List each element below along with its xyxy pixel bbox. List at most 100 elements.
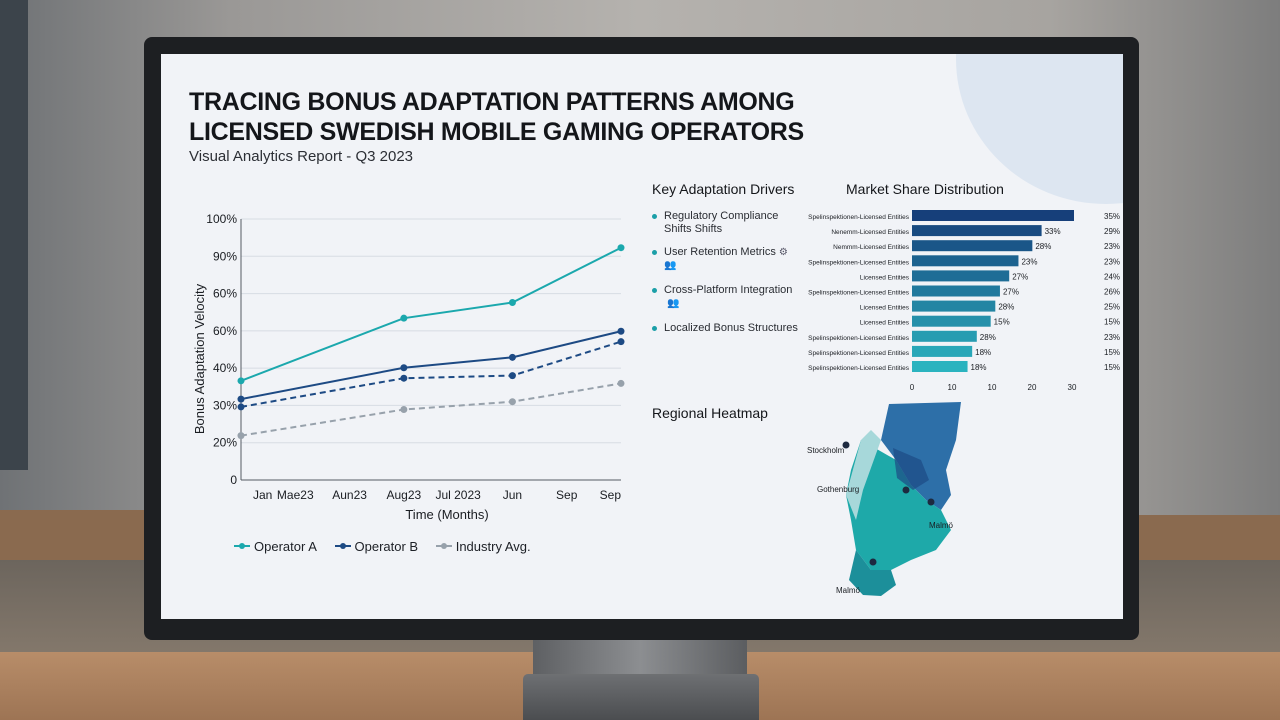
y-tick-label: 0 (230, 473, 237, 487)
bar-value-label: 33% (1045, 227, 1061, 236)
bar-category-label: Spelinspektionen-Licensed Entities (808, 350, 910, 357)
legend-swatch-operator-a (234, 543, 250, 549)
x-tick-label: Sep (556, 488, 578, 502)
y-tick-label: 40% (213, 361, 237, 375)
legend-label-industry-avg: Industry Avg. (455, 538, 531, 554)
driver-item: Localized Bonus Structures (652, 322, 802, 335)
bar (912, 225, 1042, 237)
bar (912, 330, 977, 342)
bar-x-tick-label: 10 (988, 383, 997, 392)
bar-share-label: 26% (1104, 288, 1120, 297)
driver-label: Cross-Platform Integration (664, 284, 793, 296)
bar-value-label: 23% (1021, 257, 1037, 266)
heatmap-title: Regional Heatmap (652, 405, 768, 421)
map-city-label: Stockholm (807, 446, 845, 455)
bar (912, 300, 996, 312)
bar (912, 285, 1000, 297)
series-point (400, 314, 408, 322)
map-land-west (846, 430, 881, 520)
series-point (617, 244, 625, 252)
map-city-label: Gothenburg (817, 485, 859, 494)
legend-item-operator-b: Operator B (334, 538, 419, 554)
x-tick-label: Mae23 (277, 488, 314, 502)
drivers-list: Regulatory Compliance Shifts Shifts User… (652, 210, 802, 335)
driver-item: Regulatory Compliance Shifts Shifts (652, 210, 802, 236)
bar-category-label: Spelinspektionen-Licensed Entities (808, 259, 910, 266)
bar (912, 210, 1074, 221)
bar-category-label: Spelinspektionen-Licensed Entities (808, 365, 910, 372)
series-point (617, 379, 625, 387)
background-window (0, 0, 28, 470)
bar-category-label: Nemmm-Licensed Entities (833, 244, 910, 251)
y-tick-label: 60% (213, 324, 237, 338)
map-pin-icon (842, 441, 850, 449)
bar-category-label: Licensed Entities (860, 305, 910, 312)
series-point (617, 338, 625, 346)
bar (912, 345, 973, 357)
x-tick-label: Jul 2023 (435, 488, 481, 502)
driver-item: User Retention Metrics ⚙ 👥 (652, 246, 802, 272)
y-axis-label: Bonus Adaptation Velocity (192, 283, 207, 434)
report-subtitle: Visual Analytics Report - Q3 2023 (189, 148, 414, 165)
y-tick-label: 100% (206, 212, 237, 226)
bar-x-tick-label: 20 (1028, 383, 1037, 392)
bar-category-label: Spelinspektionen-Licensed Entities (808, 290, 910, 297)
map-land-north (881, 402, 961, 510)
map-land-south (849, 550, 896, 596)
y-tick-label: 20% (213, 436, 237, 450)
map-city-label: Malmö (929, 521, 954, 530)
x-tick-label: Aun23 (332, 488, 367, 502)
bar-value-label: 28% (1035, 242, 1051, 251)
driver-label: User Retention Metrics (664, 246, 776, 258)
series-point (508, 372, 516, 380)
bar (912, 240, 1033, 252)
series-point (237, 395, 245, 403)
bar-x-tick-label: 0 (910, 383, 915, 392)
y-tick-label: 60% (213, 287, 237, 301)
x-tick-label: Jun (503, 488, 522, 502)
map-pin-icon (869, 558, 877, 566)
series-point (508, 398, 516, 406)
series-point (400, 364, 408, 372)
monitor-stand-neck (533, 635, 747, 675)
legend-label-operator-b: Operator B (354, 538, 419, 554)
bar-value-label: 27% (1003, 288, 1019, 297)
series-point (237, 377, 245, 385)
bar-share-label: 15% (1104, 318, 1120, 327)
series-point (237, 403, 245, 411)
bar (912, 361, 968, 372)
monitor-screen: TRACING BONUS ADAPTATION PATTERNS AMONG … (161, 54, 1123, 619)
map-pin-icon (902, 486, 910, 494)
bar-share-label: 35% (1104, 212, 1120, 221)
x-axis-label: Time (Months) (405, 507, 488, 522)
map-land-middle (846, 440, 951, 570)
driver-label: Localized Bonus Structures (664, 322, 798, 334)
bar-share-label: 23% (1104, 257, 1120, 266)
bar-category-label: Nenemm-Licensed Entities (831, 229, 909, 236)
drivers-title: Key Adaptation Drivers (652, 181, 795, 197)
driver-label: Regulatory Compliance Shifts Shifts (664, 210, 779, 235)
legend-item-industry-avg: Industry Avg. (435, 538, 531, 554)
line-chart: 0 20% 30% 40% 60% 60% 90% 100% Jan Mae23 Aun23 Aug… (192, 212, 625, 522)
bar-value-label: 28% (998, 303, 1014, 312)
x-tick-label: Aug23 (387, 488, 422, 502)
series-line-operator-b (240, 330, 622, 401)
bar-share-label: 29% (1104, 227, 1120, 236)
y-tick-label: 90% (213, 249, 237, 263)
bar-share-label: 15% (1104, 348, 1120, 357)
bar-category-label: Licensed Entities (860, 274, 910, 281)
users-icon: ⚙ 👥 (664, 247, 788, 271)
bar-x-tick-label: 30 (1068, 383, 1077, 392)
bar-share-label: 23% (1104, 333, 1120, 342)
bar (912, 255, 1019, 267)
x-tick-label: Jan (253, 488, 272, 502)
series-point (400, 406, 408, 414)
bar-share-label: 25% (1104, 303, 1120, 312)
bar-x-tick-label: 10 (948, 383, 957, 392)
bar (912, 270, 1010, 282)
bar-value-label: 18% (971, 363, 987, 372)
regional-heatmap-map: Stockholm Gothenburg Malmö Malmö (807, 402, 961, 596)
series-point (400, 374, 408, 382)
bar-share-label: 23% (1104, 242, 1120, 251)
map-city-label: Malmö (836, 586, 861, 595)
